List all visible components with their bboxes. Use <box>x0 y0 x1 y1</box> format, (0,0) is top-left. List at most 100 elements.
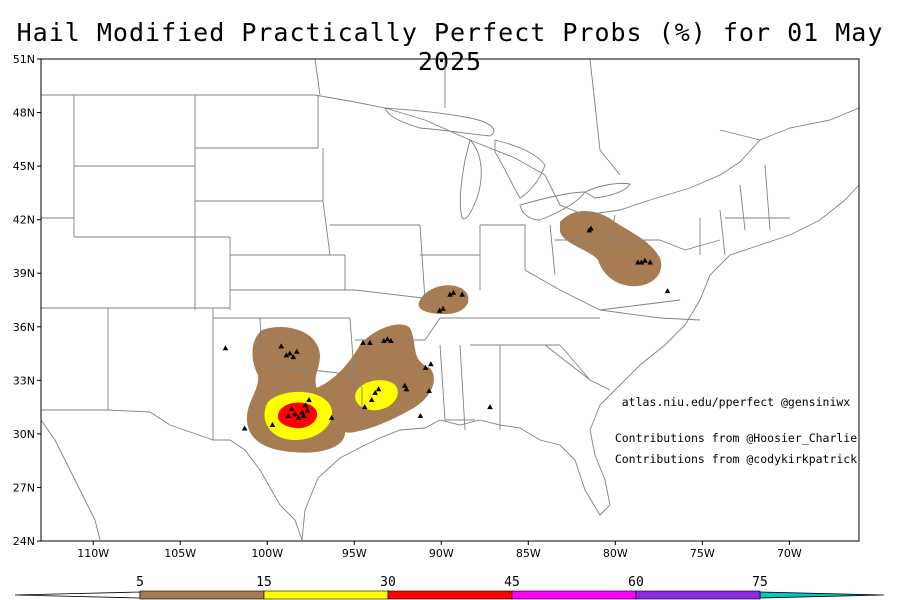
hail-report-marker <box>241 425 248 431</box>
lon-tick-label: 75W <box>690 547 715 560</box>
lake-michigan <box>459 139 482 220</box>
credit-site: atlas.niu.edu/pperfect @gensiniwx <box>622 395 851 409</box>
hail-report-marker <box>269 421 276 427</box>
hail-report-marker <box>588 225 594 231</box>
hail-report-marker <box>426 388 432 394</box>
lat-tick-label: 45N <box>13 160 35 173</box>
colorbar-segment <box>263 590 389 600</box>
hail-report-marker <box>388 338 394 344</box>
lat-tick-label: 27N <box>13 481 35 494</box>
map-title: Hail Modified Practically Perfect Probs … <box>16 18 884 76</box>
prob5-area-arkansas-louisiana <box>305 324 434 433</box>
hail-report-marker <box>294 348 300 354</box>
canada-us-border <box>41 94 859 216</box>
lat-tick-label: 36N <box>13 321 35 334</box>
lat-tick-label: 39N <box>13 267 35 280</box>
hail-report-marker <box>288 405 295 411</box>
lon-tick-label: 80W <box>603 547 628 560</box>
hail-report-marker <box>384 336 391 342</box>
prob5-area-illinois <box>418 285 469 315</box>
hail-report-marker <box>459 291 465 297</box>
credit-line-2: Contributions from @codykirkpatrick <box>615 452 857 466</box>
lon-tick-label: 70W <box>777 547 802 560</box>
mexico-border-west <box>41 409 214 441</box>
hail-report-marker <box>367 339 373 345</box>
lon-tick-label: 100W <box>251 547 283 560</box>
colorbar-label: 45 <box>504 575 520 590</box>
map-borders <box>41 59 859 541</box>
colorbar-segment <box>511 590 637 600</box>
hail-report-marker <box>304 407 311 413</box>
state-lines-east <box>549 164 790 276</box>
colorbar-label: 60 <box>628 575 644 590</box>
hail-report-marker <box>375 386 382 392</box>
lake-erie <box>519 191 586 221</box>
probability-shading <box>246 211 662 453</box>
lake-ontario <box>584 182 631 199</box>
colorbar-label: 30 <box>380 575 396 590</box>
hail-report-marker <box>222 345 229 351</box>
hail-report-marker <box>664 288 671 294</box>
pacific-coast <box>41 419 101 541</box>
hail-report-marker <box>436 307 443 313</box>
lake-huron <box>494 139 546 199</box>
lon-tick-label: 95W <box>342 547 367 560</box>
state-lines-central <box>212 200 701 431</box>
hail-report-marker <box>487 404 493 410</box>
hail-report-marker <box>360 339 366 345</box>
hail-report-marker <box>403 386 410 392</box>
colorbar: 5 15 30 45 60 75 <box>14 575 885 600</box>
gulf-coast <box>301 184 859 541</box>
map-frame <box>40 58 860 542</box>
hail-report-marker <box>428 361 434 367</box>
lat-tick-label: 24N <box>13 535 35 548</box>
hail-report-marker <box>450 289 457 295</box>
hail-report-marker <box>372 389 378 395</box>
hail-report-marker <box>302 402 309 408</box>
longitude-axis: 110W 105W 100W 95W 90W 85W 80W 75W 70W <box>77 541 802 560</box>
colorbar-right-arrow <box>759 591 885 599</box>
hail-report-marker <box>401 382 408 388</box>
lake-superior <box>384 107 495 137</box>
colorbar-label: 5 <box>136 575 144 590</box>
lon-tick-label: 85W <box>516 547 541 560</box>
hail-report-marker <box>295 414 302 420</box>
lat-tick-label: 48N <box>13 107 35 120</box>
hail-report-marker <box>368 396 375 402</box>
colorbar-left-arrow <box>14 591 141 599</box>
hail-report-marker <box>447 291 453 297</box>
prob5-area-pennsylvania-virginia <box>560 211 662 287</box>
colorbar-label: 15 <box>256 575 272 590</box>
hail-report-marker <box>361 404 368 410</box>
hail-report-marker <box>642 257 648 263</box>
lat-tick-label: 42N <box>13 214 35 227</box>
hail-report-marker <box>287 350 293 356</box>
lon-tick-label: 90W <box>429 547 454 560</box>
lat-tick-label: 51N <box>13 53 35 66</box>
hail-report-marker <box>283 352 290 358</box>
hail-report-marker <box>647 259 653 265</box>
credit-line-1: Contributions from @Hoosier_Charlie <box>615 431 857 445</box>
prob15-area-northwest-louisiana <box>355 380 398 411</box>
lon-tick-label: 110W <box>77 547 109 560</box>
colorbar-segment <box>635 590 761 600</box>
hail-report-marker <box>381 338 387 344</box>
colorbar-segment <box>139 590 265 600</box>
hail-reports <box>222 225 671 431</box>
hail-report-marker <box>328 414 335 420</box>
lon-tick-label: 105W <box>164 547 196 560</box>
hail-report-marker <box>278 343 284 349</box>
texas-border <box>212 365 303 541</box>
hail-report-marker <box>417 413 424 419</box>
state-lines-west <box>41 95 324 411</box>
hail-report-marker <box>290 354 297 360</box>
hail-report-marker <box>306 396 312 402</box>
lat-tick-label: 33N <box>13 374 35 387</box>
hail-report-marker <box>422 364 429 370</box>
colorbar-label: 75 <box>752 575 768 590</box>
hail-report-marker <box>299 409 305 415</box>
latitude-axis: 51N 48N 45N 42N 39N 36N 33N 30N 27N 24N <box>13 53 41 548</box>
colorbar-segment <box>387 590 513 600</box>
hail-report-marker <box>440 305 446 311</box>
